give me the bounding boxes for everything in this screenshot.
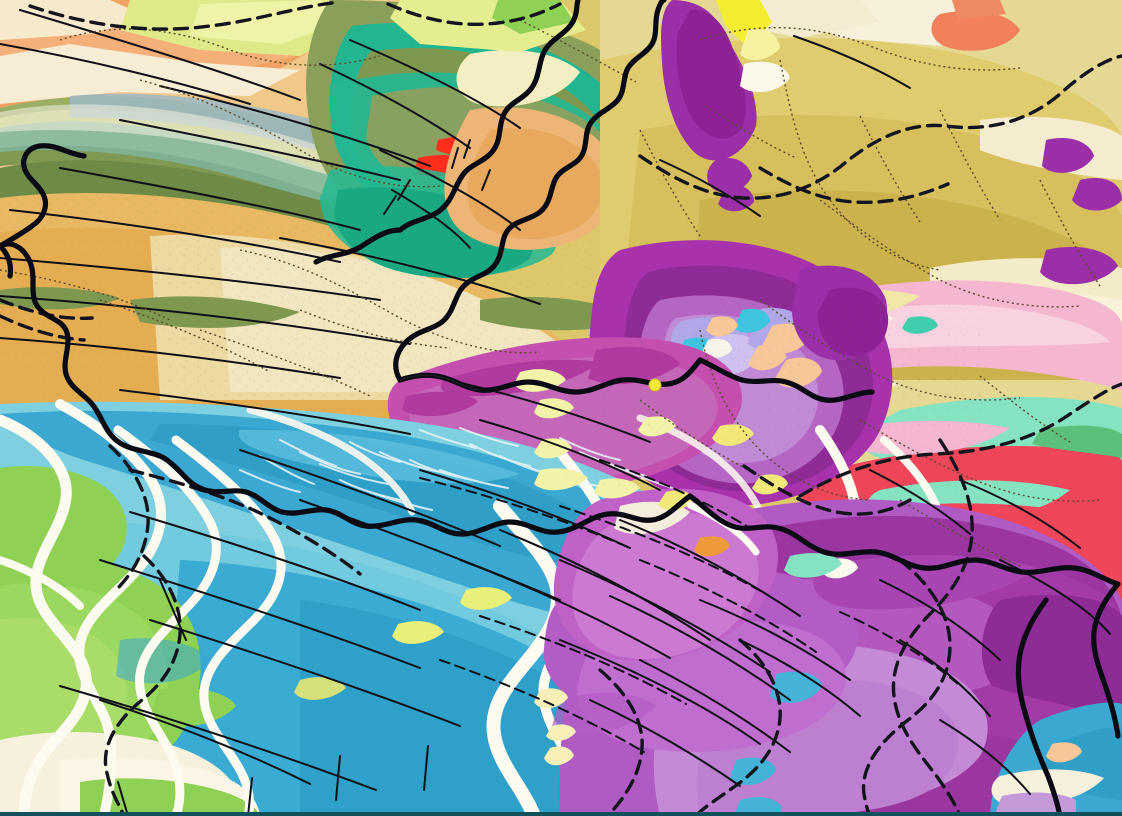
international-border-china-w — [397, 0, 581, 233]
lens-yellow-3 — [534, 688, 568, 709]
region-green-east-lens — [1032, 425, 1122, 458]
region-mint-patch-se — [784, 553, 842, 578]
lens-yellow-4 — [546, 724, 576, 741]
region-white-lobe-top — [740, 61, 790, 93]
international-border-tibet-n — [393, 0, 667, 383]
provincial-border-e1 — [891, 438, 974, 816]
region-cream-nc-lens — [456, 50, 580, 107]
international-border-core — [399, 374, 481, 391]
region-purple-se-deep — [981, 594, 1122, 720]
region-white-streak-nw — [0, 104, 420, 189]
international-border-se3 — [1015, 597, 1063, 816]
provincial-border-misc1 — [0, 314, 86, 342]
provincial-border-north — [28, 0, 342, 31]
region-purple-small-1 — [707, 157, 752, 193]
provincial-border-sw2 — [108, 444, 150, 592]
provincial-border-se — [861, 558, 952, 816]
international-border-north-branch — [0, 143, 87, 249]
region-purple-lobe-top2 — [676, 9, 746, 139]
region-green-patch-sw1 — [150, 687, 236, 727]
river-sw-1 — [0, 414, 92, 816]
provincial-border-sw — [103, 554, 182, 816]
bottom-edge-bar — [0, 812, 1122, 816]
international-border-se2 — [1091, 581, 1121, 739]
region-peach-se-corner — [1046, 742, 1082, 763]
provincial-border-sc — [694, 638, 782, 816]
river-sw-2 — [55, 399, 166, 816]
provincial-border-ne-2 — [758, 166, 950, 205]
lens-yellow-6 — [460, 587, 512, 610]
region-purple-patch-ne2 — [1072, 178, 1122, 211]
international-border-main — [0, 241, 693, 537]
region-blue-speck-1 — [238, 429, 520, 484]
region-orange-sc — [694, 536, 730, 557]
provincial-border-ne-1 — [638, 54, 1122, 200]
fault-dashed — [419, 459, 959, 753]
international-border-nepal-w — [0, 243, 14, 279]
region-purple-patch-ne1 — [1042, 137, 1094, 173]
lens-yellow-8 — [294, 677, 346, 700]
river-indus — [486, 499, 565, 816]
region-magenta-deep3 — [402, 391, 478, 417]
region-yellowpale-lobe — [740, 28, 780, 61]
region-salmon-ne2 — [952, 0, 1006, 20]
fault-lines — [0, 9, 1111, 816]
lens-yellow-5 — [544, 746, 574, 766]
river-sw-3 — [113, 425, 221, 816]
river-sw-8 — [246, 406, 416, 516]
region-green-sw-top — [0, 466, 127, 588]
stipple-overlay-tarim — [560, 300, 980, 500]
international-border-xj-n — [313, 227, 403, 265]
provincial-border-blue — [128, 468, 362, 576]
provincial-border-nw — [386, 2, 562, 27]
region-orange-nc2 — [467, 128, 603, 240]
region-yellowgreen-nw2 — [190, 0, 350, 44]
river-sw-10 — [0, 556, 84, 610]
provincial-border-sc2 — [598, 668, 644, 816]
region-teal-streak-nw — [0, 121, 400, 209]
drainage-texture-sw — [239, 427, 673, 511]
lens-yellow-7 — [392, 621, 444, 644]
region-green-sw3 — [0, 618, 127, 767]
region-purple-patch-ne3 — [1040, 246, 1118, 285]
international-border-se1 — [687, 493, 1121, 587]
region-salmon-ne — [931, 10, 1020, 51]
region-blue-patch-se3 — [734, 797, 782, 816]
region-ne-pale-1 — [740, 0, 880, 38]
